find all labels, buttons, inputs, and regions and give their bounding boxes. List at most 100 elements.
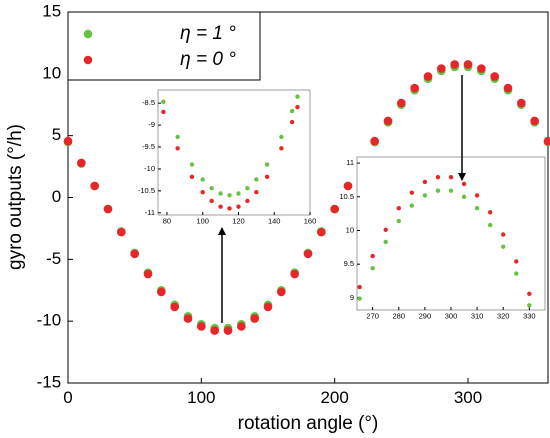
data-point (514, 271, 519, 276)
data-point (130, 249, 139, 259)
x-tick-label: 310 (471, 312, 484, 321)
data-point (263, 302, 273, 312)
data-point (463, 60, 473, 69)
data-point (527, 291, 532, 297)
data-point (200, 177, 205, 182)
data-point (250, 314, 259, 323)
data-point (103, 204, 113, 214)
y-tick-label: -10 (37, 311, 62, 330)
data-point (209, 198, 214, 204)
data-point (245, 186, 250, 191)
data-point (218, 204, 223, 209)
data-point (397, 98, 406, 108)
data-point (343, 181, 353, 191)
data-point (514, 259, 519, 264)
y-tick-label: -15 (37, 372, 62, 391)
plot-area (157, 89, 311, 216)
x-tick-label: 320 (497, 312, 510, 321)
data-point (474, 193, 480, 198)
x-tick-label: 330 (523, 312, 536, 321)
x-tick-label: 100 (196, 217, 209, 226)
y-tick-label: 10 (42, 63, 61, 82)
data-point (143, 269, 153, 279)
data-point (383, 116, 393, 126)
data-point (448, 175, 454, 180)
y-tick-label: 9.5 (344, 259, 354, 268)
data-point (63, 136, 73, 146)
data-point (530, 116, 539, 126)
data-point (210, 326, 219, 335)
data-point (527, 303, 532, 308)
data-point (279, 146, 284, 151)
x-tick-label: 100 (187, 388, 215, 407)
data-point (227, 193, 232, 198)
data-point (370, 253, 375, 259)
y-axis-label: gyro outputs (°/h) (5, 124, 26, 270)
data-point (396, 218, 401, 224)
data-point (317, 227, 326, 237)
x-tick-label: 120 (232, 217, 245, 226)
data-point (264, 174, 270, 180)
data-point (289, 108, 295, 114)
plot-area (356, 156, 546, 311)
data-point (279, 134, 284, 140)
data-point (422, 179, 428, 185)
data-point (264, 162, 270, 167)
y-tick-label: 10 (346, 225, 354, 234)
y-tick-label: -5 (46, 249, 61, 268)
data-point (435, 175, 441, 180)
x-tick-label: 270 (366, 312, 379, 321)
data-point (90, 181, 99, 191)
data-point (517, 98, 526, 108)
data-point (218, 191, 223, 196)
data-point (77, 158, 86, 168)
y-tick-label: 0 (52, 187, 61, 206)
data-point (437, 64, 446, 73)
data-point (477, 64, 486, 73)
data-point (490, 72, 499, 81)
data-point (189, 174, 195, 180)
data-point (450, 60, 459, 69)
data-point (303, 249, 313, 259)
data-point (383, 227, 388, 232)
data-point (409, 190, 415, 195)
data-point (474, 206, 480, 211)
data-point (157, 287, 166, 297)
y-tick-label: -8.5 (142, 98, 155, 107)
data-point (295, 104, 300, 110)
data-point (461, 181, 467, 187)
data-point (501, 244, 506, 249)
data-point (503, 83, 513, 93)
data-point (117, 227, 126, 237)
data-point (254, 189, 259, 195)
data-point (209, 186, 214, 191)
x-tick-label: 160 (304, 217, 317, 226)
y-tick-label: 9 (350, 293, 354, 302)
data-point (200, 189, 205, 195)
data-point (448, 188, 454, 193)
data-point (370, 136, 379, 146)
data-point (461, 194, 467, 199)
data-point (330, 204, 339, 214)
x-tick-label: 80 (163, 217, 171, 226)
data-point (237, 322, 246, 331)
x-tick-label: 300 (445, 312, 458, 321)
data-point (290, 269, 299, 279)
data-point (396, 206, 401, 211)
x-tick-label: 300 (454, 388, 482, 407)
data-point (236, 191, 241, 196)
data-point (254, 177, 259, 182)
y-tick-label: -9 (148, 120, 155, 129)
y-tick-label: 10.5 (339, 192, 354, 201)
y-tick-label: 11 (346, 158, 354, 167)
data-point (189, 162, 195, 167)
x-tick-label: 280 (393, 312, 406, 321)
y-tick-label: 15 (42, 1, 61, 20)
data-point (295, 94, 300, 99)
data-point (487, 222, 493, 228)
x-axis-label: rotation angle (°) (238, 413, 379, 434)
legend-marker (83, 29, 93, 39)
data-point (423, 72, 433, 81)
